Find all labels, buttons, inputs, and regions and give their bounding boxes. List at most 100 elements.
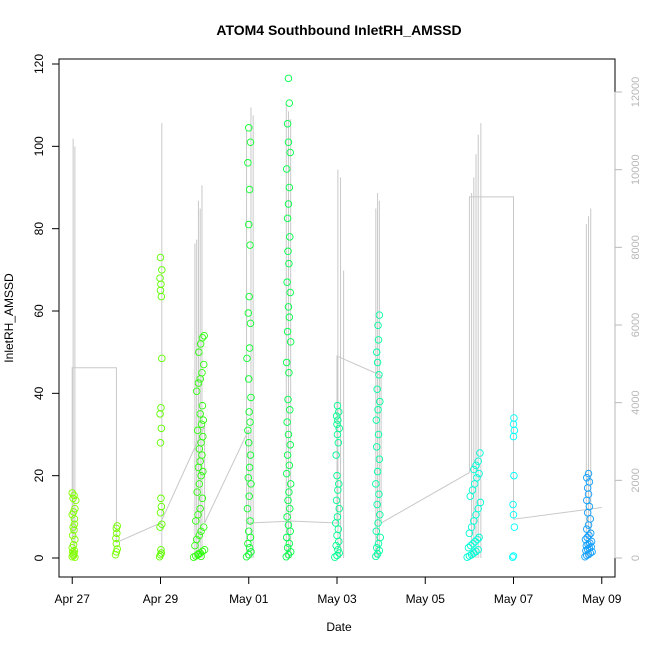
data-point [372, 552, 380, 561]
data-point [246, 451, 255, 459]
x-axis-title: Date [326, 620, 352, 634]
data-point [333, 471, 341, 480]
data-point [334, 525, 343, 533]
data-point [372, 348, 381, 356]
x-tick-label: May 05 [406, 592, 446, 606]
data-point [199, 416, 208, 424]
series-2 [155, 253, 166, 561]
data-point [332, 541, 340, 550]
data-point [286, 406, 294, 414]
data-point [283, 214, 292, 223]
data-point [509, 511, 518, 519]
data-point [284, 200, 293, 208]
series-8 [463, 449, 485, 561]
data-point [510, 414, 518, 422]
x-tick-label: May 03 [317, 592, 357, 606]
data-point [283, 327, 292, 336]
series-10 [581, 469, 596, 561]
data-point [376, 511, 384, 519]
data-point [70, 491, 78, 500]
data-point [284, 74, 293, 83]
data-point [466, 541, 475, 550]
data-point [375, 371, 383, 379]
data-point [332, 412, 341, 420]
data-point [157, 280, 165, 288]
data-point [476, 449, 484, 457]
data-point [286, 441, 294, 449]
data-point [335, 549, 343, 557]
data-point [244, 124, 253, 132]
series-0 [68, 489, 80, 561]
y-tick-label: 120 [32, 54, 46, 74]
data-point [333, 420, 341, 428]
data-point [245, 185, 254, 194]
data-point [375, 455, 384, 463]
y2-tick-label: 6000 [630, 313, 642, 337]
data-point [470, 480, 479, 488]
data-point [245, 463, 254, 472]
data-point [285, 183, 294, 192]
data-point [199, 432, 207, 441]
data-point [374, 321, 382, 330]
data-point [195, 531, 204, 540]
data-point [247, 480, 255, 488]
data-point [334, 416, 342, 424]
y2-tick-label: 4000 [630, 390, 642, 414]
data-point [69, 551, 78, 560]
secondary-connector-line [71, 196, 602, 544]
data-point [197, 420, 206, 428]
data-point [284, 303, 293, 311]
data-point [466, 492, 475, 501]
data-point [283, 451, 292, 459]
data-point [198, 451, 206, 459]
y2-tick-label: 0 [630, 555, 642, 561]
data-point [583, 473, 591, 482]
data-point [69, 508, 78, 516]
data-point [198, 401, 207, 410]
data-point [285, 461, 294, 470]
data-point [158, 520, 166, 528]
data-point [199, 360, 208, 369]
data-point [374, 519, 382, 527]
data-point [245, 292, 253, 301]
data-point [244, 220, 253, 229]
data-point [112, 548, 121, 556]
data-point [244, 539, 252, 548]
data-point [197, 527, 205, 535]
data-point [194, 550, 203, 558]
data-point [331, 553, 339, 561]
data-point [192, 387, 201, 396]
data-point [246, 138, 255, 146]
data-point [285, 539, 294, 548]
data-point [197, 471, 205, 480]
data-point [333, 401, 342, 410]
data-point [282, 165, 291, 173]
data-point [156, 508, 165, 517]
data-point [372, 443, 381, 451]
data-point [282, 469, 291, 478]
series-5 [282, 74, 295, 561]
data-point [198, 547, 207, 556]
data-point [242, 553, 251, 561]
data-point [156, 550, 165, 559]
data-point [246, 319, 255, 328]
data-point [286, 233, 294, 241]
data-point [245, 543, 254, 552]
data-point [68, 548, 77, 556]
data-point [475, 469, 483, 478]
data-point [196, 410, 204, 418]
x-tick-label: May 07 [494, 592, 534, 606]
y-tick-label: 80 [32, 222, 46, 236]
data-point [158, 266, 166, 274]
data-point [472, 547, 480, 556]
data-point [473, 473, 481, 482]
data-point [333, 513, 342, 521]
series-9 [508, 414, 519, 561]
data-point [284, 395, 292, 404]
data-point [157, 502, 166, 511]
data-point [198, 369, 206, 377]
data-point [194, 379, 203, 387]
data-point [333, 531, 341, 540]
data-point [244, 375, 253, 383]
data-point [243, 354, 251, 363]
